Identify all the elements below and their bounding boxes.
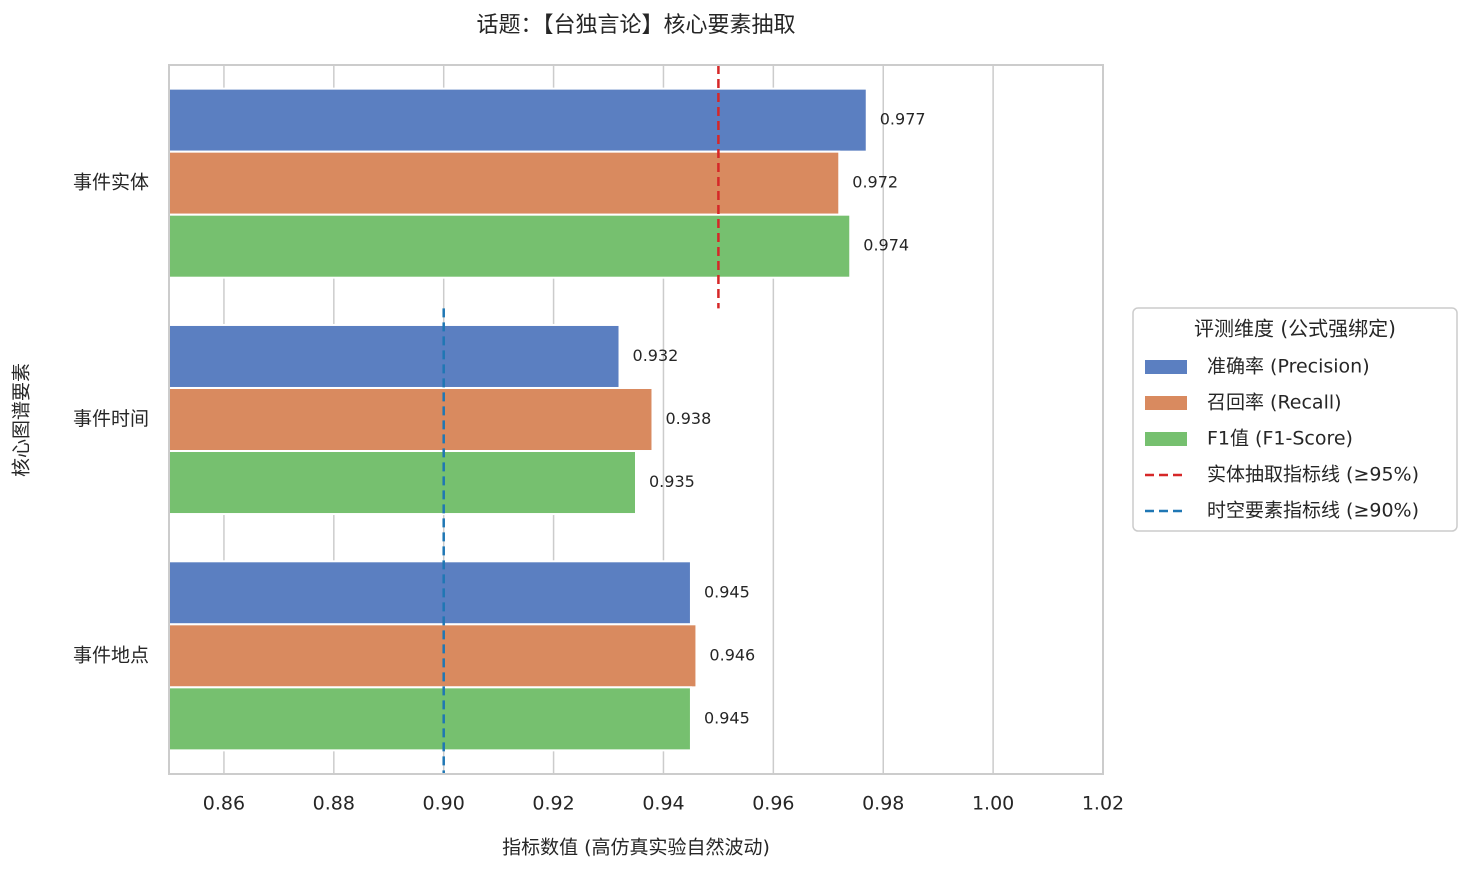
y-axis-label: 核心图谱要素 — [11, 363, 33, 477]
data-label: 0.938 — [665, 409, 711, 428]
x-axis-label: 指标数值 (高仿真实验自然波动) — [502, 837, 770, 859]
y-tick-label: 事件时间 — [73, 408, 149, 430]
bar — [168, 213, 852, 279]
legend-box — [1132, 307, 1458, 532]
x-tick-label: 0.86 — [203, 793, 245, 815]
bar — [168, 623, 698, 689]
legend-swatch — [1145, 360, 1187, 374]
legend-label: 实体抽取指标线 (≥95%) — [1207, 464, 1419, 486]
bar — [168, 323, 621, 389]
data-label: 0.977 — [880, 110, 926, 129]
x-tick-label: 1.02 — [1082, 793, 1124, 815]
plot-frame — [168, 64, 1104, 775]
legend-label: 召回率 (Recall) — [1207, 392, 1342, 414]
bar — [168, 386, 654, 453]
bar — [168, 560, 692, 626]
x-tick-label: 0.92 — [532, 793, 574, 815]
data-label: 0.932 — [633, 346, 679, 365]
x-tick-label: 0.88 — [313, 793, 355, 815]
x-tick-label: 1.00 — [972, 793, 1014, 815]
x-tick-label: 0.98 — [862, 793, 904, 815]
data-label: 0.972 — [852, 173, 898, 192]
data-label: 0.935 — [649, 472, 695, 491]
chart-title: 话题：【台独言论】核心要素抽取 — [476, 13, 795, 38]
x-tick-label: 0.96 — [752, 793, 794, 815]
y-tick-label: 事件地点 — [73, 644, 149, 666]
legend-swatch — [1145, 396, 1187, 410]
data-label: 0.946 — [709, 645, 755, 664]
data-label: 0.945 — [704, 582, 750, 601]
y-tick-label: 事件实体 — [73, 172, 149, 194]
bar — [168, 686, 692, 752]
legend-swatch — [1145, 432, 1187, 446]
x-tick-label: 0.94 — [642, 793, 684, 815]
bar — [168, 150, 841, 216]
data-label: 0.945 — [704, 708, 750, 727]
bar — [168, 87, 868, 153]
legend-title: 评测维度 (公式强绑定) — [1194, 317, 1396, 341]
bar — [168, 450, 637, 516]
x-tick-label: 0.90 — [423, 793, 465, 815]
legend-label: 准确率 (Precision) — [1207, 356, 1370, 378]
legend-label: 时空要素指标线 (≥90%) — [1207, 500, 1419, 522]
data-label: 0.974 — [863, 236, 909, 255]
legend-label: F1值 (F1-Score) — [1207, 428, 1353, 450]
